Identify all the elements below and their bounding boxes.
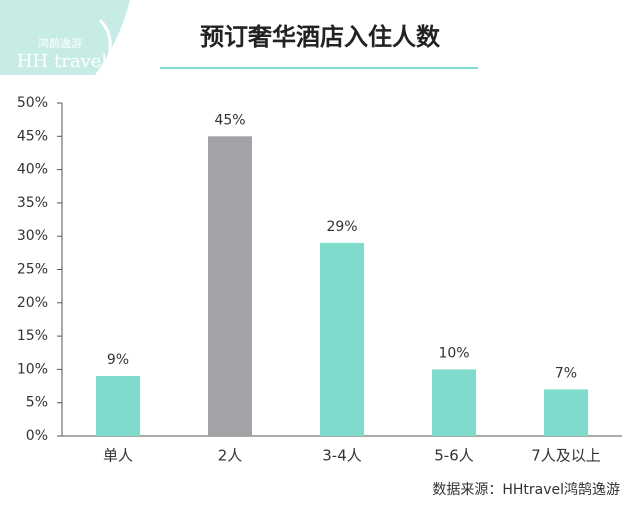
value-label: 29%: [326, 219, 357, 235]
y-tick-label: 40%: [17, 162, 48, 178]
logo-shape: [0, 0, 130, 75]
y-tick-label: 10%: [17, 361, 48, 377]
bar: [432, 369, 476, 436]
logo: 鸿鹄逸游 HH travel: [0, 0, 130, 75]
y-tick-label: 35%: [17, 195, 48, 211]
x-tick-label: 5-6人: [434, 447, 474, 465]
y-tick-label: 5%: [26, 395, 48, 411]
y-tick-label: 45%: [17, 128, 48, 144]
y-tick-label: 15%: [17, 328, 48, 344]
chart-title: 预订奢华酒店入住人数: [200, 23, 441, 51]
value-label: 45%: [214, 112, 245, 128]
y-tick-label: 25%: [17, 262, 48, 278]
y-tick-label: 20%: [17, 295, 48, 311]
x-tick-label: 2人: [218, 447, 243, 465]
value-label: 10%: [438, 345, 469, 361]
logo-swoosh: [98, 18, 112, 61]
y-tick-label: 0%: [26, 428, 48, 444]
x-tick-label: 单人: [103, 447, 133, 465]
bar: [208, 136, 252, 437]
value-label: 9%: [107, 352, 129, 368]
logo-en: HH travel: [17, 51, 108, 72]
source-note: 数据来源：HHtravel鸿鹄逸游: [432, 481, 620, 498]
bar: [96, 376, 140, 436]
bar: [544, 389, 588, 436]
y-tick-label: 50%: [17, 95, 48, 111]
logo-cn: 鸿鹄逸游: [38, 36, 82, 50]
y-tick-label: 30%: [17, 228, 48, 244]
bar: [320, 242, 364, 436]
x-tick-label: 3-4人: [322, 447, 362, 465]
value-label: 7%: [555, 365, 577, 381]
x-tick-label: 7人及以上: [531, 447, 601, 465]
